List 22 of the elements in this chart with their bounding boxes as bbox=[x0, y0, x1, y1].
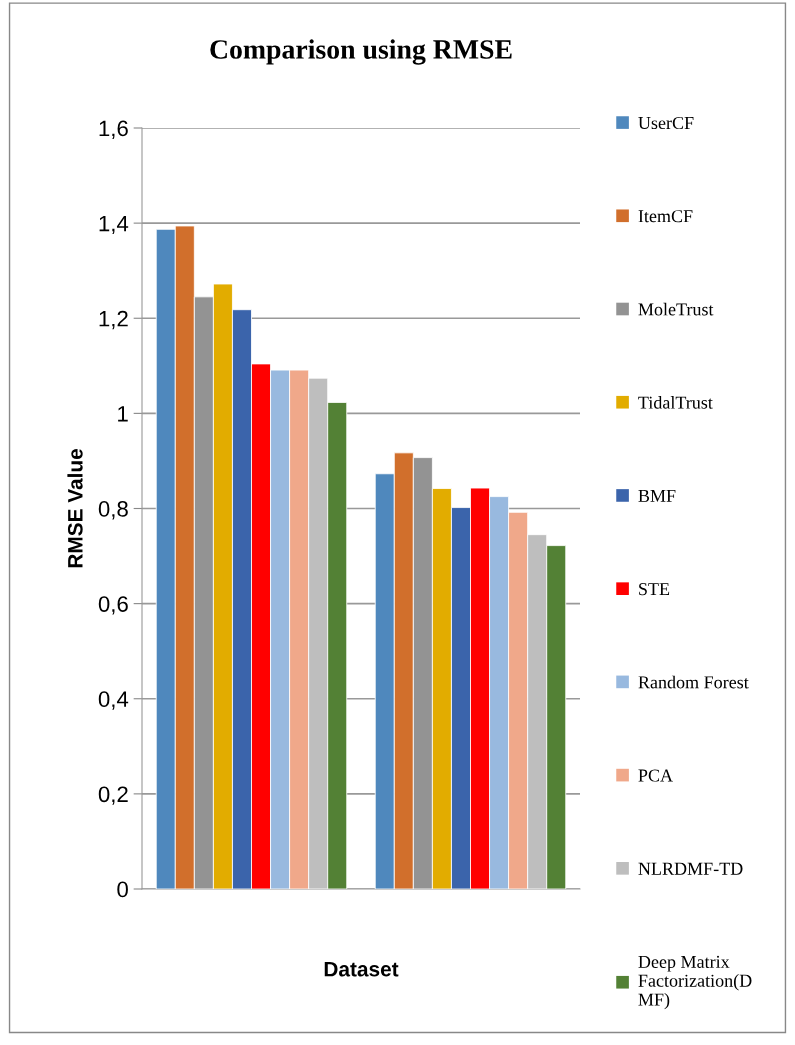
y-tick-label: 1 bbox=[118, 406, 128, 422]
y-tick-label: 1,4 bbox=[99, 215, 129, 235]
legend-label: TidalTrust bbox=[638, 396, 713, 409]
legend-label: MoleTrust bbox=[638, 302, 714, 316]
legend-label: Random Forest bbox=[638, 675, 749, 689]
chart-title: Comparison using RMSE bbox=[210, 39, 512, 65]
legend-label: STE bbox=[639, 583, 670, 596]
x-axis-title: Dataset bbox=[324, 961, 399, 977]
legend-label: NLRDMF-TD bbox=[638, 862, 743, 875]
y-tick-label: 0,8 bbox=[98, 501, 128, 520]
legend-label: UserCF bbox=[638, 116, 694, 130]
legend-label: BMF bbox=[638, 489, 676, 502]
legend-label: Deep Matrix Factorization(D MF) bbox=[638, 955, 752, 1010]
legend-label: ItemCF bbox=[638, 210, 693, 223]
y-tick-label: 0,4 bbox=[98, 691, 129, 710]
y-tick-label: 0,6 bbox=[98, 596, 128, 615]
y-tick-label: 0,2 bbox=[98, 786, 128, 805]
legend-label: PCA bbox=[638, 769, 673, 782]
y-tick-label: 1,6 bbox=[99, 120, 128, 139]
y-tick-label: 0 bbox=[117, 881, 128, 898]
y-tick-label: 1,2 bbox=[99, 310, 128, 330]
y-axis-title: RMSE Value bbox=[67, 449, 83, 568]
